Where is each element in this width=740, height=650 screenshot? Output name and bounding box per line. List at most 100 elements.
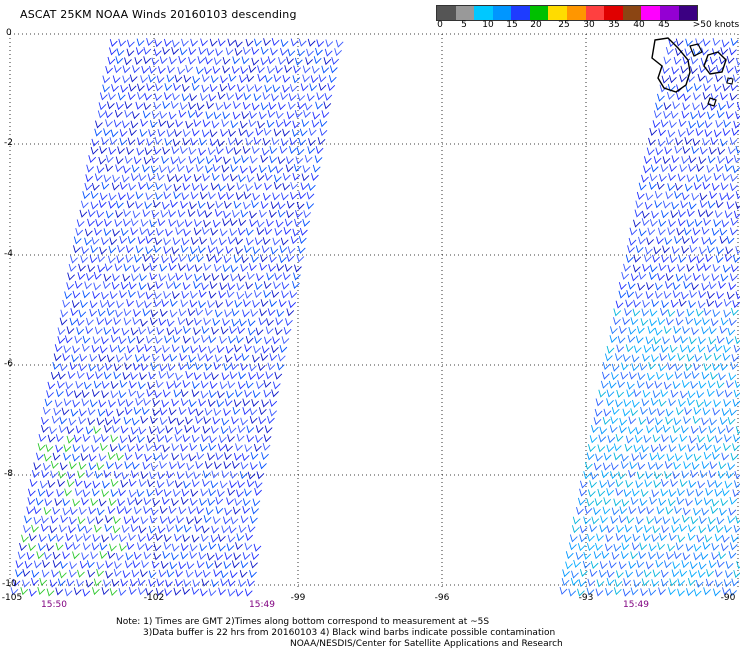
wind-barb (111, 84, 119, 93)
wind-barb (733, 210, 740, 219)
wind-barb (663, 56, 672, 65)
wind-barb (101, 181, 110, 190)
wind-barb (69, 362, 78, 371)
wind-barb (231, 560, 240, 569)
wind-barb (733, 434, 740, 443)
wind-barb (713, 219, 722, 228)
wind-barb (621, 453, 629, 462)
wind-barb (127, 39, 135, 48)
wind-barb (167, 165, 176, 174)
wind-barb (126, 192, 135, 201)
island-outline (703, 51, 727, 75)
wind-barb (99, 92, 108, 101)
wind-barb (77, 569, 85, 578)
wind-barb (677, 588, 685, 597)
wind-barb (598, 569, 607, 578)
wind-barb (176, 417, 185, 426)
wind-barb (46, 390, 54, 399)
wind-barb (664, 281, 673, 290)
wind-barb (703, 308, 712, 317)
wind-barb (714, 300, 723, 309)
wind-barb (730, 83, 738, 92)
island-outline (651, 37, 691, 93)
wind-barb (302, 74, 311, 83)
wind-barb (131, 569, 140, 578)
wind-barb (729, 588, 737, 597)
wind-barb (283, 327, 292, 336)
wind-barb (150, 309, 159, 318)
wind-barb (674, 363, 683, 372)
wind-barb (720, 317, 729, 326)
legend-label: 15 (506, 20, 518, 30)
wind-barb (50, 470, 59, 479)
wind-barb (312, 111, 321, 120)
wind-barb (631, 363, 640, 372)
wind-barb (227, 83, 236, 91)
wind-barb (248, 372, 257, 381)
wind-barb (669, 164, 677, 173)
wind-barb (105, 570, 114, 579)
wind-barb (102, 75, 111, 84)
wind-barb (680, 390, 688, 399)
wind-barb (302, 65, 311, 74)
wind-barb (134, 254, 142, 263)
wind-barb (643, 525, 652, 534)
wind-barb (153, 146, 162, 155)
wind-barb (141, 560, 149, 569)
wind-barb (723, 309, 732, 318)
wind-barb (660, 119, 669, 128)
wind-barb (707, 479, 715, 488)
wind-barb (108, 399, 116, 408)
wind-barb (261, 345, 270, 354)
wind-barb (292, 228, 301, 237)
legend-swatch (492, 6, 512, 20)
wind-barb (223, 255, 232, 264)
wind-barb (203, 416, 212, 425)
wind-barb (579, 480, 588, 489)
wind-barb (730, 38, 739, 47)
wind-barb (735, 201, 740, 210)
wind-barb (240, 66, 249, 75)
wind-barb (622, 408, 631, 417)
wind-barb (291, 129, 300, 138)
wind-barb (299, 227, 308, 236)
wind-barb (194, 524, 203, 533)
wind-barb (214, 209, 223, 218)
wind-barb (162, 345, 170, 354)
wind-barb (681, 156, 690, 165)
wind-barb (114, 109, 123, 118)
wind-barb (166, 174, 175, 183)
wind-barb (198, 551, 207, 560)
wind-barb (718, 281, 726, 290)
wind-barb (183, 173, 192, 182)
wind-barb (64, 291, 72, 300)
wind-barb (59, 363, 68, 372)
wind-barb (722, 264, 731, 273)
wind-barb (260, 154, 269, 163)
wind-barb (128, 388, 137, 397)
wind-barb (690, 470, 699, 478)
wind-barb (120, 84, 129, 93)
wind-barb (57, 371, 66, 380)
wind-barb (307, 183, 316, 192)
wind-barb (249, 155, 258, 164)
wind-barb (618, 515, 627, 524)
wind-barb (285, 318, 293, 327)
wind-barb (734, 336, 740, 345)
wind-barb (710, 371, 718, 380)
wind-barb (589, 524, 598, 533)
wind-barb (632, 308, 641, 317)
wind-barb (93, 426, 102, 435)
wind-barb (55, 542, 64, 551)
wind-barb (619, 325, 627, 334)
wind-barb (681, 560, 690, 569)
wind-barb (663, 290, 672, 299)
wind-barb (228, 73, 237, 82)
wind-barb (180, 389, 189, 398)
wind-barb (98, 399, 107, 408)
wind-barb (204, 308, 213, 317)
wind-barb (701, 236, 710, 245)
wind-barb (625, 255, 634, 264)
wind-barb (606, 577, 615, 586)
wind-barb (162, 389, 171, 398)
